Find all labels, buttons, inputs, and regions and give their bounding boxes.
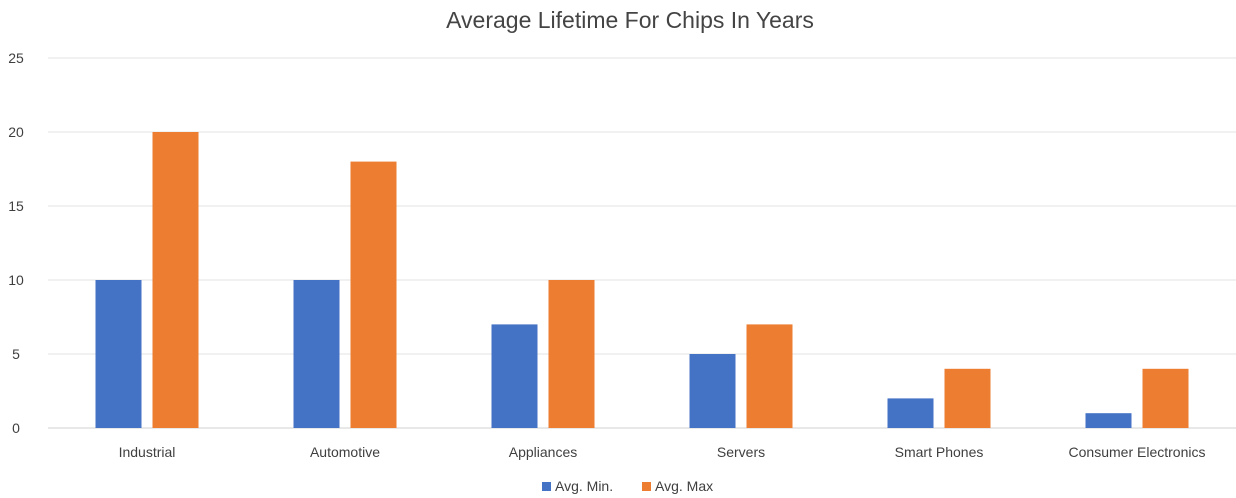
y-tick-label: 25 <box>8 50 24 66</box>
y-tick-label: 10 <box>8 272 24 288</box>
x-category-label: Smart Phones <box>895 444 984 460</box>
bar-avg-min <box>887 398 934 428</box>
x-axis-categories: Industrial Automotive Appliances Servers Sma… <box>119 444 1206 460</box>
bar-avg-min <box>491 324 538 428</box>
x-category-label: Appliances <box>509 444 578 460</box>
bar-avg-max <box>1142 368 1189 428</box>
legend: Avg. Min. Avg. Max <box>542 478 713 494</box>
bar-avg-max <box>152 132 199 428</box>
y-tick-label: 5 <box>12 346 20 362</box>
chart-title: Average Lifetime For Chips In Years <box>446 7 814 33</box>
bar-avg-max <box>746 324 793 428</box>
bar-avg-min <box>1085 413 1132 428</box>
bar-avg-min <box>293 280 340 428</box>
x-category-label: Servers <box>717 444 765 460</box>
y-tick-label: 15 <box>8 198 24 214</box>
bar-avg-max <box>548 280 595 428</box>
bar-avg-max <box>944 368 991 428</box>
x-category-label: Automotive <box>310 444 380 460</box>
gridlines <box>48 57 1236 429</box>
legend-swatch <box>642 482 651 491</box>
x-category-label: Consumer Electronics <box>1069 444 1206 460</box>
bar-avg-min <box>689 354 736 428</box>
legend-swatch <box>542 482 551 491</box>
y-axis-ticks: 0 5 10 15 20 25 <box>8 50 24 436</box>
y-tick-label: 20 <box>8 124 24 140</box>
bar-avg-max <box>350 161 397 428</box>
bar-avg-min <box>95 280 142 428</box>
x-category-label: Industrial <box>119 444 176 460</box>
y-tick-label: 0 <box>12 420 20 436</box>
legend-label: Avg. Min. <box>555 478 613 494</box>
legend-label: Avg. Max <box>655 478 713 494</box>
bars <box>95 132 1189 428</box>
